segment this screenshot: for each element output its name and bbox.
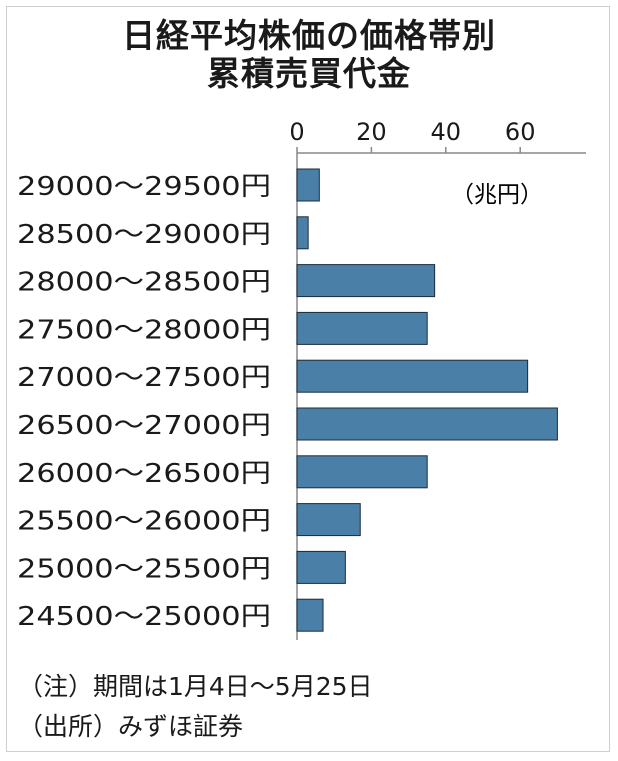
x-tick-label: 20: [356, 118, 387, 146]
category-label: 27500～28000円: [17, 315, 271, 345]
bar: [296, 455, 428, 489]
chart-title-line2: 累積売買代金: [207, 54, 411, 93]
category-label: 26000～26500円: [17, 459, 271, 489]
category-label: 24500～25000円: [17, 602, 271, 632]
category-label: 25500～26000円: [17, 507, 271, 537]
x-tick-label: 0: [289, 118, 304, 146]
bars: [296, 168, 558, 632]
bar: [296, 598, 324, 632]
x-tick-label: 60: [505, 118, 536, 146]
footnote: （注）期間は1月4日～5月25日: [18, 672, 373, 701]
category-label: 25000～25500円: [17, 554, 271, 584]
category-label: 29000～29500円: [17, 172, 271, 202]
bar: [296, 264, 436, 298]
x-tick-label: 40: [431, 118, 462, 146]
chart-title-line1: 日経平均株価の価格帯別: [122, 16, 496, 55]
bar: [296, 407, 558, 441]
source-note: （出所）みずほ証券: [18, 712, 244, 741]
category-labels: 29000～29500円 28500～29000円 28000～28500円 2750…: [17, 172, 271, 632]
category-label: 26500～27000円: [17, 411, 271, 441]
bar: [296, 359, 529, 393]
bar: [296, 550, 346, 584]
unit-label: （兆円）: [451, 182, 543, 208]
bar: [296, 168, 320, 202]
bar: [296, 311, 428, 345]
category-label: 28000～28500円: [17, 268, 271, 298]
category-label: 27000～27500円: [17, 363, 271, 393]
category-label: 28500～29000円: [17, 220, 271, 250]
bar: [296, 216, 309, 250]
bar: [296, 503, 361, 537]
